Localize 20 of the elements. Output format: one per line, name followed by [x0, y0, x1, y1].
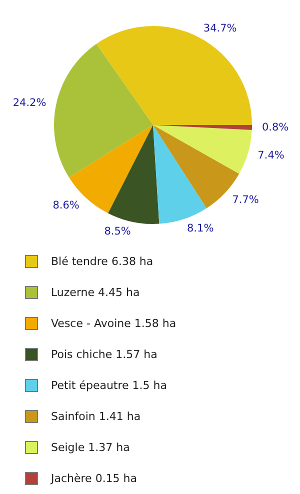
pie-slice	[153, 125, 207, 224]
data-label: 0.8%	[262, 122, 289, 134]
data-label: 7.4%	[258, 149, 284, 162]
legend-label: Pois chiche 1.57 ha	[51, 348, 158, 361]
pie-slice	[108, 125, 160, 224]
data-label: 8.5%	[104, 226, 131, 238]
pie-slice	[54, 44, 153, 178]
data-label: 8.1%	[187, 222, 214, 235]
legend-label: Blé tendre 6.38 ha	[51, 255, 154, 268]
pie-slice	[153, 125, 252, 174]
legend-label: Vesce - Avoine 1.58 ha	[51, 317, 176, 330]
data-label: 24.2%	[12, 97, 46, 110]
legend-label: Jachère 0.15 ha	[51, 472, 138, 485]
legend-label: Sainfoin 1.41 ha	[51, 410, 141, 423]
legend-label: Petit épeautre 1.5 ha	[51, 379, 167, 392]
data-label: 7.7%	[232, 194, 259, 206]
data-label: 34.7%	[203, 22, 237, 34]
legend-label: Seigle 1.37 ha	[51, 441, 130, 454]
legend-label: Luzerne 4.45 ha	[51, 286, 140, 299]
data-label: 8.6%	[52, 199, 80, 212]
